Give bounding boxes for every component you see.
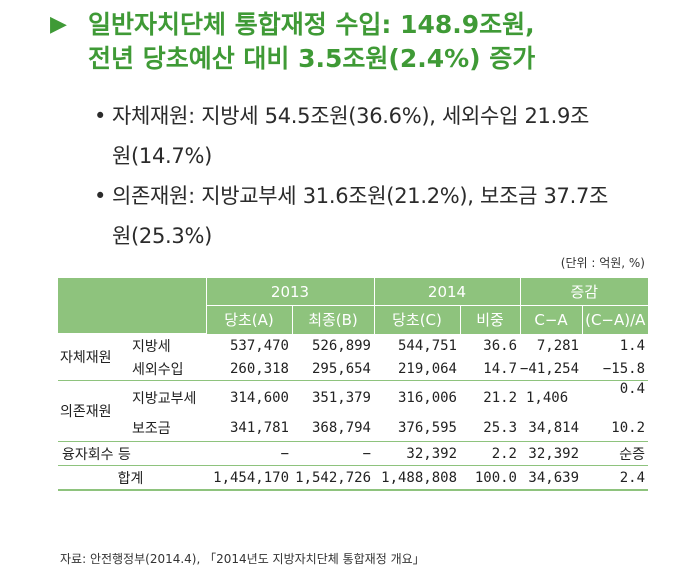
cell-share: 25.3 — [483, 420, 517, 436]
bullet-dot-icon: • — [94, 184, 107, 208]
cell-c: 32,392 — [374, 441, 460, 466]
table-subheader-row: 당초(A) 최종(B) 당초(C) 비중 C−A (C−A)/A — [58, 305, 649, 334]
cell-a: − — [206, 441, 292, 466]
row-label: 세외수입 — [132, 361, 184, 378]
cell-diff: 34,814 — [528, 420, 579, 436]
cell-rate: 10.2 — [611, 420, 646, 436]
cell-c: 376,595 — [397, 420, 457, 436]
row-label: 보조금 — [132, 421, 171, 437]
headline-line-2: 전년 당초예산 대비 3.5조원(2.4%) 증가 — [88, 44, 536, 73]
row-label: 지방교부세 — [128, 380, 206, 415]
cell-b: 295,654 — [311, 360, 371, 377]
header-col-rate: (C−A)/A — [581, 305, 649, 334]
cell-share: 14.7 — [483, 360, 517, 377]
cell-rate: 순증 — [582, 441, 649, 466]
group-label-dep: 의존재원 — [58, 380, 128, 442]
source-note: 자료: 안전행정부(2014.4), 「2014년도 지방자치단체 통합재정 개… — [60, 552, 425, 566]
cell-b: 1,542,726 — [292, 465, 374, 491]
bullet-dot-icon: • — [94, 104, 107, 128]
bullet-text-line: 자체재원: 지방세 54.5조원(36.6%), 세외수입 21.9조 — [112, 104, 590, 128]
triangle-bullet-icon: ▶ — [50, 12, 67, 37]
headline: ▶ 일반자치단체 통합재정 수입: 148.9조원, 전년 당초예산 대비 3.… — [50, 8, 680, 76]
cell-diff: 1,406 — [520, 380, 582, 415]
header-col-share: 비중 — [459, 305, 520, 334]
row-label: 융자회수 등 — [58, 441, 206, 466]
header-empty — [58, 278, 206, 334]
table-row: 융자회수 등 − − 32,392 2.2 32,392 순증 — [58, 441, 649, 466]
group-label-own: 자체재원 — [58, 333, 128, 381]
bullet-dependent-revenue: • 의존재원: 지방교부세 31.6조원(21.2%), 보조금 37.7조 원… — [94, 176, 654, 256]
cell-c: 219,064 — [397, 360, 457, 377]
header-col-c: 당초(C) — [373, 305, 460, 334]
cell-share: 100.0 — [460, 465, 520, 491]
cell-a: 1,454,170 — [206, 465, 292, 491]
row-label: 지방세 — [128, 333, 206, 357]
table-row: 세외수입 260,318 295,654 219,064 14.7 −41,25… — [58, 357, 648, 381]
table-row: 자체재원 지방세 537,470 526,899 544,751 36.6 7,… — [58, 333, 649, 381]
cell-b: 351,379 — [292, 380, 374, 415]
header-col-diff: C−A — [519, 305, 582, 334]
cell-diff: −41,254 — [520, 360, 580, 377]
cell-a: 537,470 — [206, 333, 292, 357]
table-row-total: 합계 1,454,170 1,542,726 1,488,808 100.0 3… — [58, 465, 649, 491]
cell-share: 36.6 — [460, 333, 520, 357]
cell-diff: 34,639 — [520, 465, 582, 491]
bullet-text-line: 원(14.7%) — [112, 144, 213, 168]
header-change: 증감 — [519, 278, 649, 306]
headline-line-1: 일반자치단체 통합재정 수입: 148.9조원, — [88, 10, 535, 39]
cell-rate: 0.4 — [582, 380, 649, 415]
header-year-2014: 2014 — [373, 278, 520, 306]
cell-rate: −15.8 — [602, 360, 646, 377]
header-col-a: 당초(A) — [205, 305, 292, 334]
cell-c: 316,006 — [374, 380, 460, 415]
cell-b: 526,899 — [292, 333, 374, 357]
cell-share: 2.2 — [460, 441, 520, 466]
cell-c: 1,488,808 — [374, 465, 460, 491]
cell-share: 21.2 — [460, 380, 520, 415]
header-col-b: 최종(B) — [291, 305, 374, 334]
table-row: 보조금 341,781 368,794 376,595 25.3 34,814 … — [58, 415, 648, 442]
cell-diff: 32,392 — [520, 441, 582, 466]
cell-a: 341,781 — [229, 420, 289, 436]
cell-c: 544,751 — [374, 333, 460, 357]
cell-diff: 7,281 — [520, 333, 582, 357]
table-header-row: 2013 2014 증감 — [58, 278, 649, 334]
unit-note: (단위 : 억원, %) — [560, 256, 645, 270]
bullet-own-revenue: • 자체재원: 지방세 54.5조원(36.6%), 세외수입 21.9조 원(… — [94, 96, 654, 176]
bullet-list: • 자체재원: 지방세 54.5조원(36.6%), 세외수입 21.9조 원(… — [94, 96, 654, 256]
cell-rate: 2.4 — [582, 465, 649, 491]
bullet-text-line: 의존재원: 지방교부세 31.6조원(21.2%), 보조금 37.7조 — [112, 184, 609, 208]
cell-a: 314,600 — [206, 380, 292, 415]
bullet-text-line: 원(25.3%) — [112, 224, 213, 248]
cell-a: 260,318 — [229, 360, 289, 377]
cell-b: − — [292, 441, 374, 466]
table-row: 의존재원 지방교부세 314,600 351,379 316,006 21.2 … — [58, 380, 649, 442]
cell-b: 368,794 — [311, 420, 371, 436]
revenue-table: 2013 2014 증감 당초(A) 최종(B) 당초(C) 비중 C−A (C… — [58, 278, 649, 491]
row-label-total: 합계 — [58, 465, 206, 491]
cell-rate: 1.4 — [582, 333, 649, 357]
header-year-2013: 2013 — [205, 278, 374, 306]
